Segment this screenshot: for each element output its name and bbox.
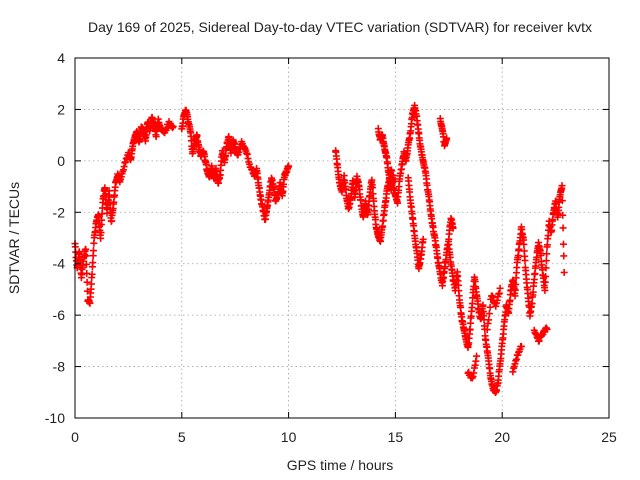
data-point [486, 303, 494, 311]
data-point [520, 240, 528, 248]
data-point [102, 190, 110, 198]
data-point [537, 251, 545, 259]
y-tick-label: -6 [53, 307, 66, 323]
x-tick-label: 0 [71, 429, 79, 445]
data-point [466, 325, 474, 333]
axis-ticks [74, 57, 610, 419]
y-axis-label: SDTVAR / TECUs [6, 182, 22, 294]
data-point [543, 325, 551, 333]
y-tick-label: 0 [57, 153, 65, 169]
data-point [285, 162, 293, 170]
data-point [559, 211, 567, 219]
data-point [543, 241, 551, 249]
data-point [483, 326, 491, 334]
data-points [71, 101, 568, 397]
y-tick-label: -4 [53, 256, 66, 272]
data-point [82, 260, 90, 268]
data-point [87, 280, 95, 288]
data-point [83, 269, 91, 277]
y-tick-label: 2 [57, 101, 65, 117]
chart-title: Day 169 of 2025, Sidereal Day-to-day VTE… [88, 19, 592, 35]
data-point [558, 182, 566, 190]
data-point [528, 299, 536, 307]
data-point [419, 235, 427, 243]
x-tick-label: 20 [494, 429, 510, 445]
data-point [542, 257, 550, 265]
y-tick-label: -10 [45, 410, 65, 426]
plot-frame [74, 57, 610, 419]
data-point [449, 224, 457, 232]
data-point [485, 316, 493, 324]
x-tick-label: 10 [281, 429, 297, 445]
data-point [82, 252, 90, 260]
data-point [496, 284, 504, 292]
y-tick-labels: -10 -8 -6 -4 -2 0 2 4 [45, 50, 65, 426]
x-tick-label: 25 [601, 429, 617, 445]
data-point [485, 310, 493, 318]
grid-lines [75, 58, 609, 418]
data-point [90, 247, 98, 255]
data-point [82, 245, 90, 253]
data-point [559, 224, 567, 232]
y-tick-label: -2 [53, 204, 66, 220]
data-point [559, 240, 567, 248]
data-point [369, 184, 377, 192]
data-point [543, 250, 551, 258]
data-point [560, 252, 568, 260]
x-tick-label: 5 [178, 429, 186, 445]
data-point [89, 259, 97, 267]
x-tick-label: 15 [388, 429, 404, 445]
data-point [98, 216, 106, 224]
data-point [560, 268, 568, 276]
data-point [479, 301, 487, 309]
data-point [86, 299, 94, 307]
data-point [83, 278, 91, 286]
x-axis-label: GPS time / hours [287, 457, 394, 473]
data-point [558, 197, 566, 205]
y-tick-label: -8 [53, 359, 66, 375]
data-point [529, 288, 537, 296]
data-point [169, 123, 177, 131]
x-tick-labels: 0 5 10 15 20 25 [71, 429, 617, 445]
data-point [521, 257, 529, 265]
data-point [443, 134, 451, 142]
data-point [394, 199, 402, 207]
data-point [542, 264, 550, 272]
data-point [512, 280, 520, 288]
data-point [88, 270, 96, 278]
data-point [389, 172, 397, 180]
data-point [517, 342, 525, 350]
data-point [541, 286, 549, 294]
data-point [473, 352, 481, 360]
data-point [542, 273, 550, 281]
y-tick-label: 4 [57, 50, 65, 66]
data-point [97, 229, 105, 237]
